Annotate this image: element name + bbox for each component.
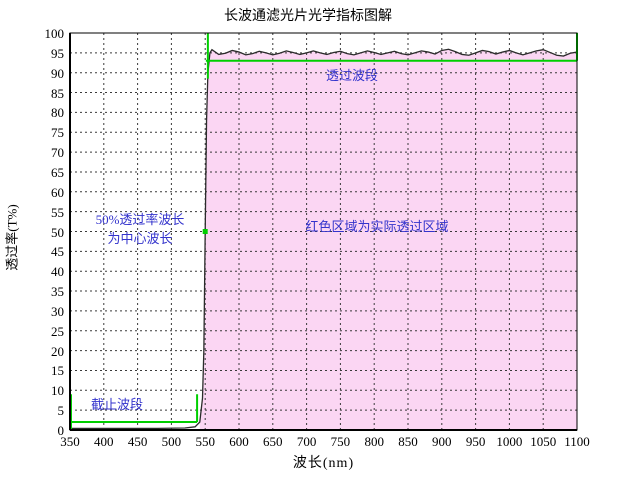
x-tick-label: 900 — [432, 434, 452, 449]
x-tick-label: 750 — [330, 434, 351, 449]
y-tick-label: 35 — [51, 284, 64, 300]
x-axis-title: 波长(nm) — [292, 456, 355, 471]
y-tick-label: 50 — [51, 224, 64, 240]
annotation-stop-band: 截止波段 — [90, 397, 143, 412]
annotation-fifty-line1: 50%透过率波长 — [95, 212, 185, 227]
y-tick-label: 45 — [51, 244, 64, 260]
transmission-region-fill — [199, 49, 578, 430]
x-tick-label: 800 — [364, 434, 384, 449]
center-wavelength-marker — [202, 229, 208, 234]
y-tick-label: 75 — [51, 125, 64, 141]
y-tick-label: 70 — [51, 145, 64, 161]
y-tick-label: 80 — [51, 105, 64, 121]
y-tick-label: 5 — [57, 403, 65, 419]
x-tick-label: 500 — [161, 434, 182, 449]
x-tick-label: 850 — [398, 434, 418, 449]
y-tick-label: 90 — [51, 65, 64, 81]
y-tick-label: 0 — [57, 423, 65, 438]
annotation-fifty-line2: 为中心波长 — [107, 231, 173, 246]
y-tick-label: 100 — [44, 26, 65, 41]
y-tick-label: 30 — [51, 303, 64, 319]
x-tick-label: 400 — [94, 434, 114, 449]
y-tick-label: 20 — [51, 343, 64, 359]
transmission-curve — [70, 48, 578, 430]
x-tick-label: 1000 — [496, 434, 523, 449]
x-tick-label: 350 — [60, 434, 80, 449]
y-tick-label: 60 — [51, 184, 64, 200]
x-tick-label: 1050 — [530, 434, 557, 449]
annotation-red-region: 红色区域为实际透过区域 — [305, 219, 449, 234]
y-tick-label: 65 — [51, 164, 64, 180]
annotation-fifty-percent: 50%透过率波长 为中心波长 — [75, 210, 205, 248]
y-tick-label: 25 — [51, 323, 64, 339]
y-tick-label: 40 — [51, 264, 64, 280]
y-tick-label: 95 — [51, 45, 64, 61]
y-tick-label: 85 — [51, 85, 64, 101]
y-tick-label: 55 — [51, 204, 64, 220]
x-tick-label: 600 — [229, 434, 249, 449]
x-tick-label: 950 — [465, 434, 486, 449]
x-tick-label: 450 — [127, 434, 148, 449]
y-tick-label: 10 — [51, 383, 64, 399]
x-tick-label: 1100 — [564, 434, 590, 449]
x-tick-label: 550 — [195, 434, 215, 449]
annotation-pass-band: 透过波段 — [325, 68, 378, 83]
x-tick-label: 650 — [263, 434, 283, 449]
chart-title: 长波通滤光片光学指标图解 — [224, 9, 392, 24]
y-tick-label: 15 — [51, 363, 64, 379]
x-tick-label: 700 — [296, 434, 317, 449]
